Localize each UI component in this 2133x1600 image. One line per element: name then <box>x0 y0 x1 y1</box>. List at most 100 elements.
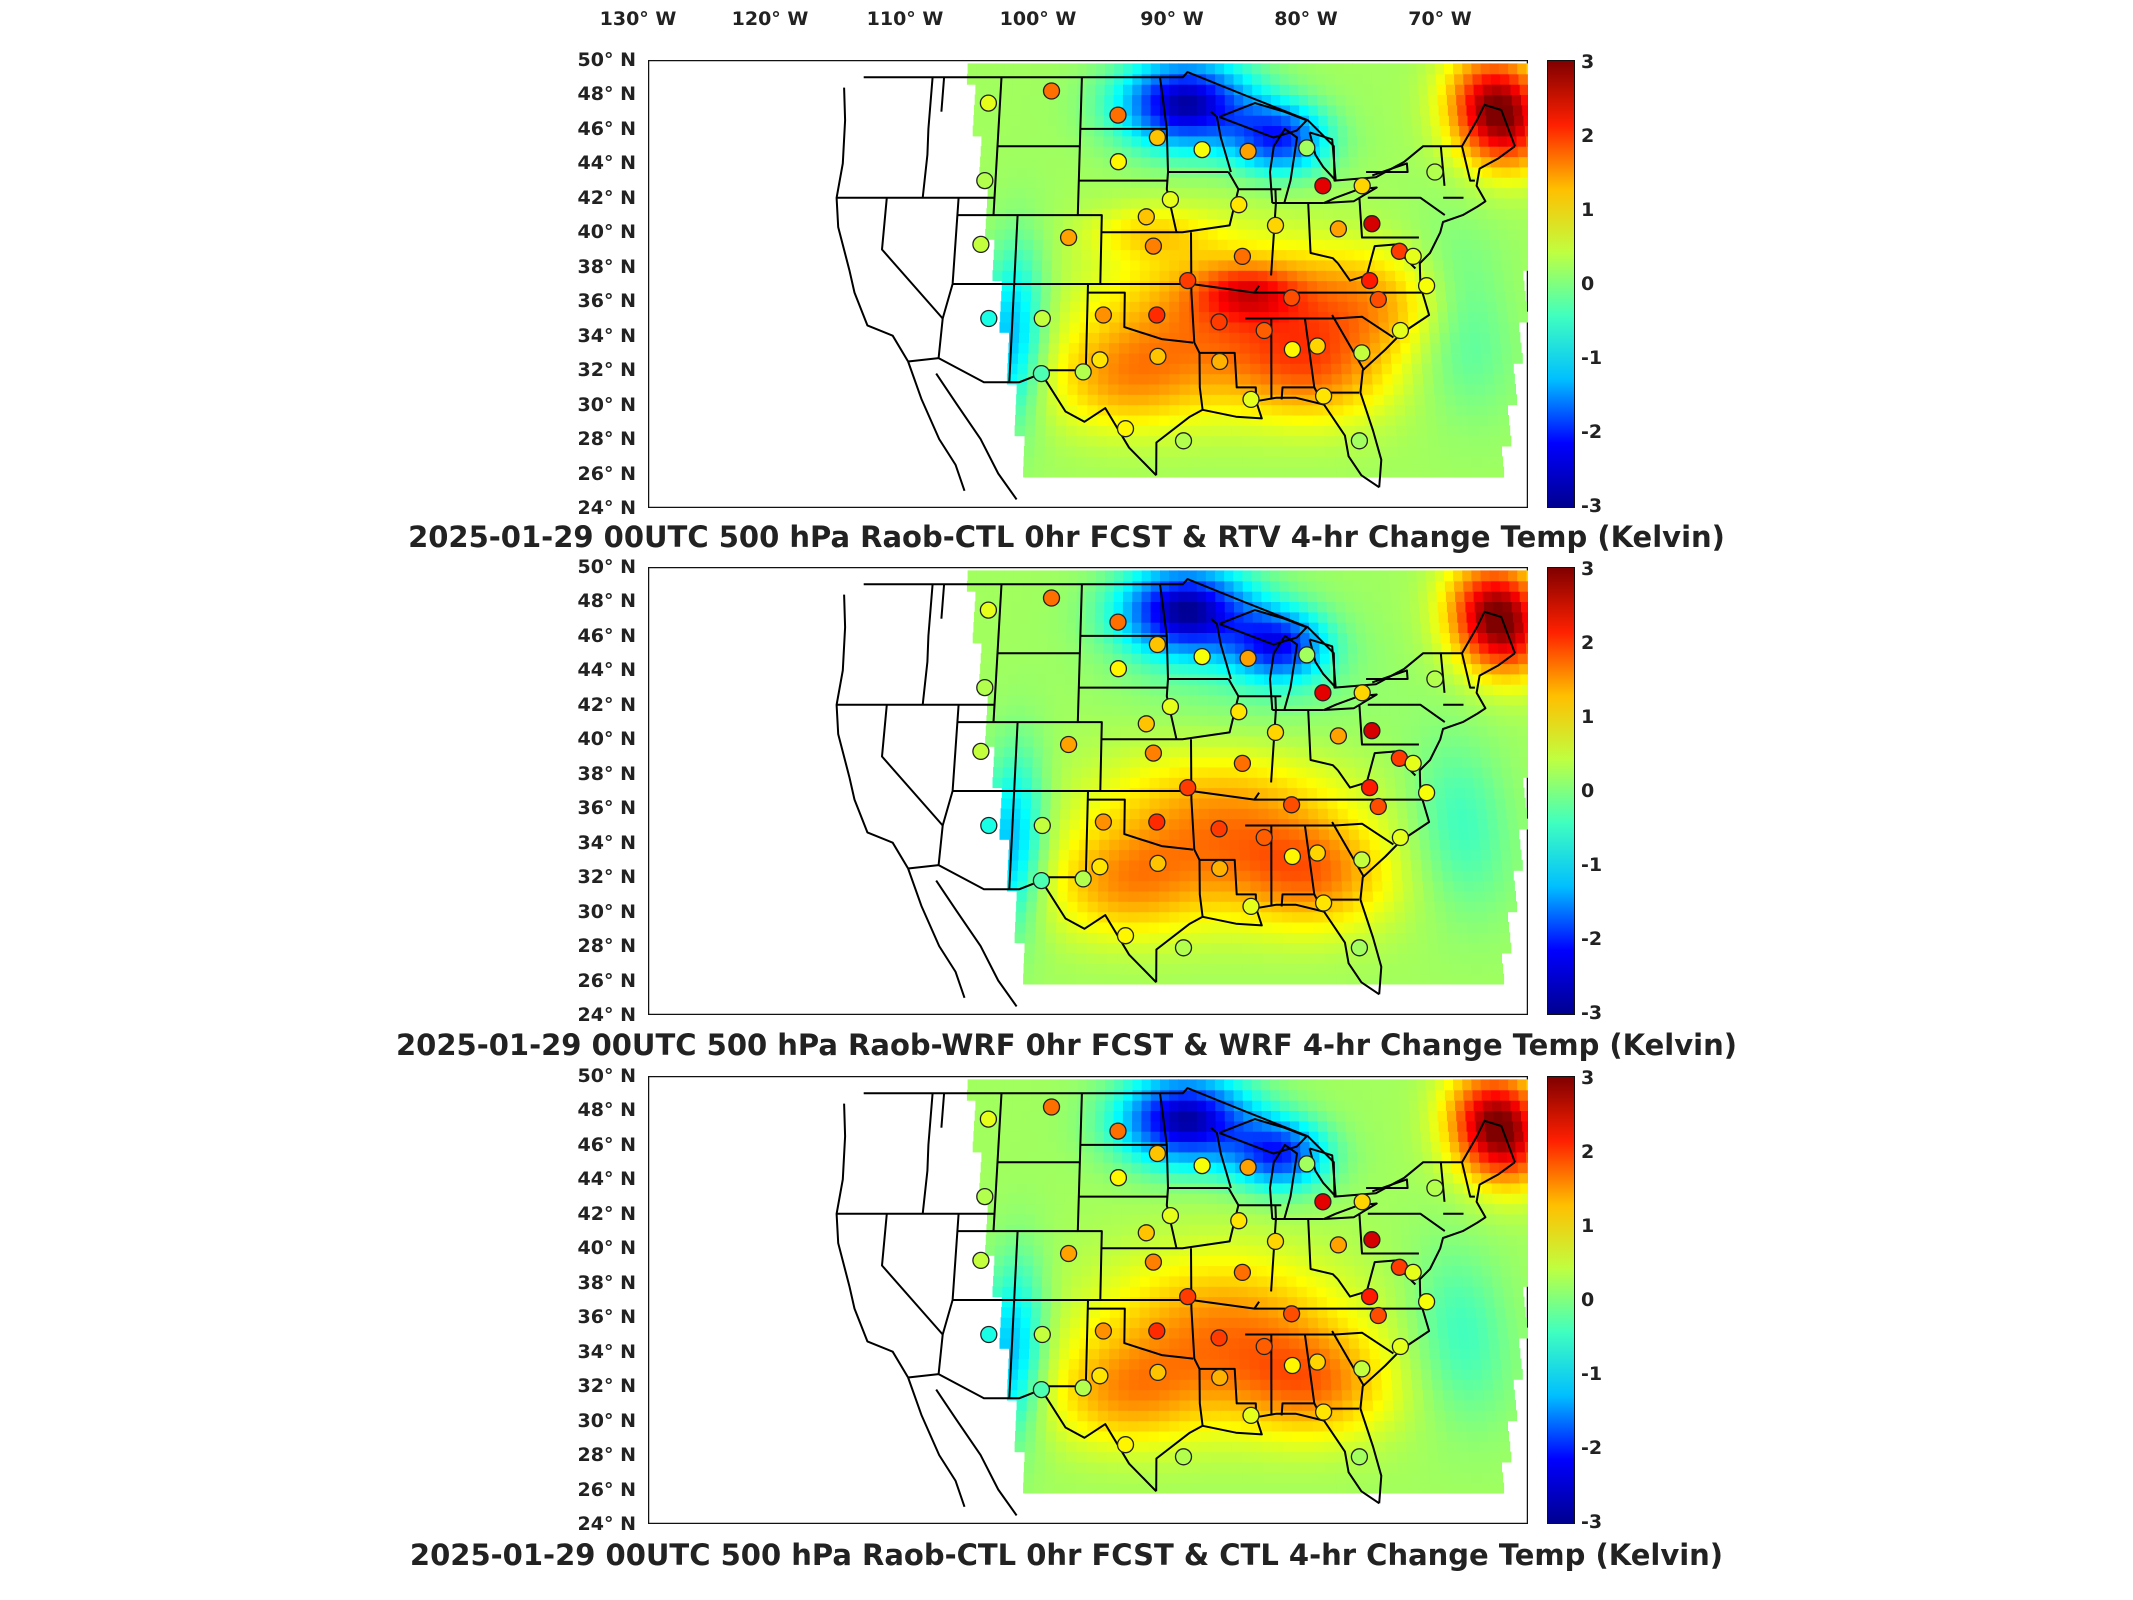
station-marker <box>976 171 994 190</box>
station-marker <box>1116 927 1135 945</box>
station-marker <box>1314 894 1333 912</box>
station-marker <box>1353 344 1371 362</box>
latitude-tick-label: 40° N <box>577 728 636 751</box>
latitude-tick-label: 34° N <box>577 324 636 347</box>
station-marker <box>979 601 998 619</box>
longitude-tick-label: 100° W <box>999 8 1077 30</box>
station-marker <box>1094 813 1113 831</box>
station-marker <box>1042 589 1061 607</box>
station-marker <box>1329 1236 1348 1254</box>
station-marker <box>1109 1122 1127 1140</box>
colorbar <box>1547 60 1575 508</box>
map-plot-rtv <box>648 60 1528 508</box>
colorbar-tick-label: -1 <box>1581 1363 1603 1385</box>
station-marker <box>979 1110 998 1128</box>
station-marker <box>1283 340 1302 359</box>
latitude-tick-label: 28° N <box>577 428 636 451</box>
panel-title: 2025-01-29 00UTC 500 hPa Raob-CTL 0hr FC… <box>408 520 1725 554</box>
colorbar-tick-label: -1 <box>1581 347 1603 369</box>
colorbar <box>1547 567 1575 1015</box>
station-marker <box>1255 828 1273 847</box>
station-marker <box>1283 1356 1302 1375</box>
station-marker <box>972 235 990 254</box>
station-marker <box>1149 1363 1167 1382</box>
station-marker <box>1404 1263 1422 1282</box>
colorbar-tick-label: -2 <box>1581 1437 1603 1459</box>
latitude-tick-label: 48° N <box>577 1099 636 1122</box>
station-marker <box>1329 220 1348 238</box>
station-marker <box>1137 715 1155 733</box>
latitude-tick-label: 46° N <box>577 624 636 647</box>
latitude-tick-label: 38° N <box>577 255 636 278</box>
station-marker <box>1233 1263 1252 1282</box>
station-marker <box>1353 177 1371 195</box>
station-marker <box>1314 1403 1333 1421</box>
colorbar-tick-label: 2 <box>1581 1141 1595 1163</box>
station-marker <box>1059 1244 1078 1263</box>
station-marker <box>1210 1329 1228 1347</box>
colorbar-tick-label: -1 <box>1581 854 1603 876</box>
latitude-tick-label: 44° N <box>577 152 636 175</box>
raob-stations <box>972 589 1444 957</box>
station-marker <box>1350 939 1369 957</box>
latitude-tick-label: 30° N <box>577 1409 636 1432</box>
station-marker <box>1308 844 1327 862</box>
station-marker <box>1233 754 1252 773</box>
station-marker <box>1239 649 1257 667</box>
colorbar <box>1547 1076 1575 1524</box>
latitude-tick-label: 24° N <box>577 1004 636 1026</box>
station-marker <box>1032 871 1051 890</box>
station-marker <box>1369 1306 1387 1325</box>
latitude-tick-label: 24° N <box>577 497 636 519</box>
station-marker <box>1116 420 1135 438</box>
colorbar-tick-label: 0 <box>1581 1289 1595 1311</box>
station-marker <box>1353 1193 1371 1211</box>
station-marker <box>1059 228 1078 247</box>
station-marker <box>1161 1206 1180 1225</box>
station-marker <box>1094 306 1113 324</box>
latitude-tick-label: 28° N <box>577 1444 636 1467</box>
station-marker <box>1353 851 1371 869</box>
station-marker <box>1230 1212 1248 1230</box>
station-marker <box>1074 1379 1092 1397</box>
station-marker <box>1179 271 1197 290</box>
latitude-tick-label: 38° N <box>577 762 636 785</box>
longitude-tick-label: 90° W <box>1140 8 1204 30</box>
raob-stations <box>972 1098 1444 1466</box>
colorbar-tick-label: 1 <box>1581 1215 1595 1237</box>
colorbar-tick-label: 2 <box>1581 632 1595 654</box>
colorbar-tick-label: 1 <box>1581 199 1595 221</box>
station-marker <box>1314 387 1333 405</box>
station-marker <box>1144 1253 1163 1271</box>
colorbar-tick-label: -2 <box>1581 421 1603 443</box>
latitude-tick-label: 24° N <box>577 1513 636 1535</box>
colorbar-tick-label: 1 <box>1581 706 1595 728</box>
longitude-tick-label: 120° W <box>731 8 809 30</box>
station-marker <box>1211 352 1229 371</box>
latitude-tick-label: 44° N <box>577 659 636 682</box>
raob-stations <box>972 82 1444 450</box>
latitude-tick-label: 48° N <box>577 590 636 613</box>
station-marker <box>1161 190 1180 209</box>
latitude-tick-label: 42° N <box>577 186 636 209</box>
latitude-tick-label: 32° N <box>577 359 636 382</box>
station-marker <box>1137 1224 1155 1242</box>
station-marker <box>1283 847 1302 866</box>
station-marker <box>1314 177 1332 195</box>
station-marker <box>1042 1098 1061 1116</box>
station-marker <box>1109 613 1127 631</box>
latitude-tick-label: 28° N <box>577 935 636 958</box>
longitude-tick-label: 130° W <box>599 8 677 30</box>
station-marker <box>1161 697 1180 716</box>
station-marker <box>1109 660 1128 678</box>
latitude-tick-label: 26° N <box>577 1478 636 1501</box>
station-marker <box>1417 1293 1436 1311</box>
temperature-change-field <box>966 570 1528 985</box>
longitude-tick-label: 110° W <box>866 8 944 30</box>
latitude-tick-label: 32° N <box>577 1375 636 1398</box>
station-marker <box>1149 854 1167 873</box>
colorbar-tick-label: -3 <box>1581 1511 1603 1533</box>
station-marker <box>1314 684 1332 702</box>
station-marker <box>1148 1144 1167 1163</box>
